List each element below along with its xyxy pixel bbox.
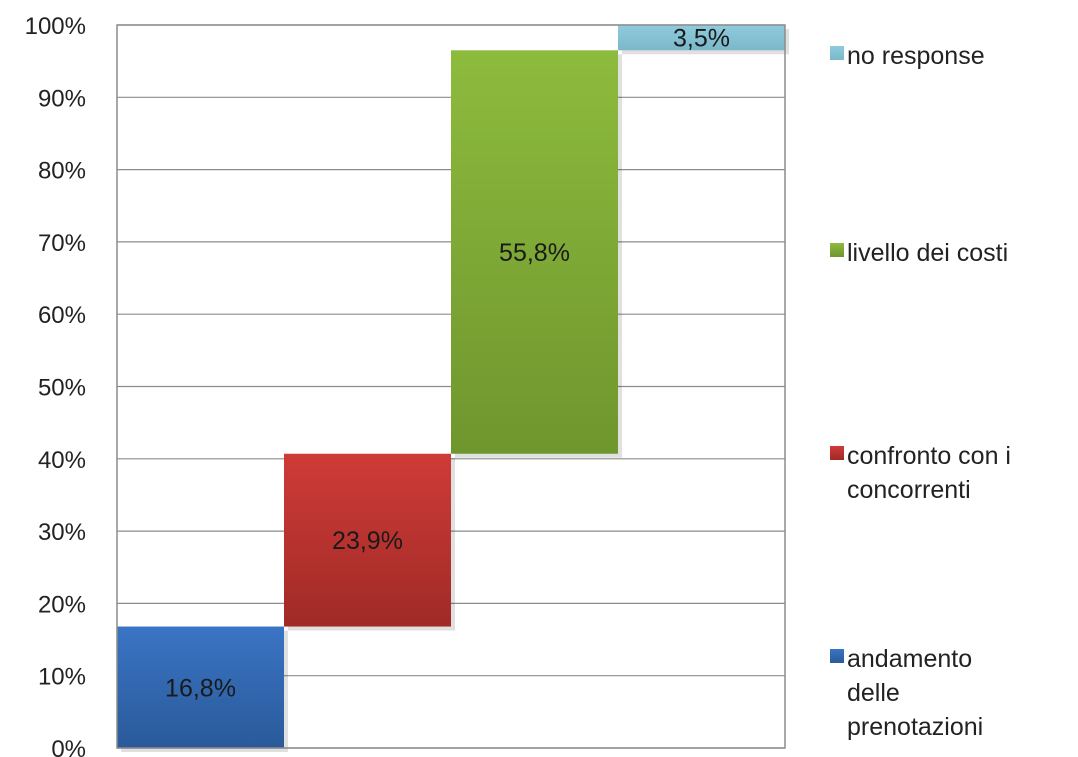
bar-confronto-con-i-concorrenti [284, 453, 451, 627]
legend-label: delle [847, 679, 900, 707]
plot-area-border [116, 24, 786, 749]
legend-swatch [830, 649, 844, 663]
data-labels: 16,8% 23,9% 55,8% 3,5% [165, 25, 730, 703]
legend-label: confronto con i [847, 442, 1011, 470]
legend-label: no response [847, 42, 985, 70]
bar-andamento-delle-prenotazioni [117, 626, 284, 748]
data-label: 16,8% [165, 674, 236, 702]
legend-swatch [830, 46, 844, 60]
y-tick-label: 30% [38, 519, 86, 546]
y-tick-label: 100% [25, 13, 86, 40]
y-tick-label: 80% [38, 158, 86, 185]
y-tick-label: 20% [38, 591, 86, 618]
y-tick-label: 10% [38, 664, 86, 691]
legend-swatch [830, 243, 844, 257]
data-label: 23,9% [332, 527, 403, 555]
legend-label: concorrenti [847, 476, 971, 504]
y-tick-label: 60% [38, 302, 86, 329]
y-tick-label: 40% [38, 447, 86, 474]
legend-label: andamento [847, 645, 972, 673]
legend-swatch [830, 446, 844, 460]
y-tick-label: 0% [51, 736, 86, 757]
y-tick-label: 70% [38, 230, 86, 257]
data-label: 3,5% [673, 25, 730, 53]
legend-label: livello dei costi [847, 239, 1008, 267]
bar-no-response [618, 25, 785, 51]
legend: no response livello dei costi confronto co… [830, 42, 1011, 741]
y-tick-label: 90% [38, 85, 86, 112]
bars [117, 25, 789, 752]
legend-label: prenotazioni [847, 713, 983, 741]
y-axis-ticks: 0% 10% 20% 30% 40% 50% 60% 70% 80% 90% 100% [25, 13, 86, 757]
bar-livello-dei-costi [451, 50, 618, 454]
y-tick-label: 50% [38, 375, 86, 402]
data-label: 55,8% [499, 239, 570, 267]
